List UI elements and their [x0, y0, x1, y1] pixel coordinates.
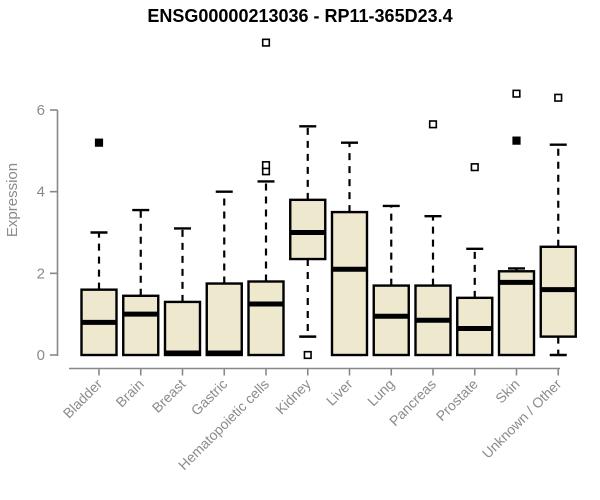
outlier-point — [303, 350, 312, 360]
outlier-point — [512, 89, 521, 98]
x-tick-label: Breast — [149, 376, 189, 416]
x-tick-label: Unknown / Other — [479, 376, 565, 462]
box-rect — [330, 210, 369, 357]
box-skin — [497, 89, 536, 357]
x-tick-label: Lung — [364, 376, 397, 409]
box-liver — [330, 141, 369, 357]
outlier-point — [554, 93, 563, 102]
x-tick-label: Liver — [323, 376, 356, 409]
y-tick-label: 4 — [37, 184, 45, 201]
y-tick-label: 2 — [37, 265, 45, 282]
box-bladder — [80, 138, 118, 357]
box-hematopoietic-cells — [247, 38, 285, 357]
box-unknown-other — [539, 93, 577, 357]
outlier-point — [470, 163, 479, 172]
box-pancreas — [414, 120, 452, 357]
y-axis-label: Expression — [4, 163, 21, 237]
plot-area: 0 2 4 6 Bladder Brain Breast GastricHematopoiet… — [37, 38, 577, 473]
outlier-point — [428, 120, 438, 129]
box-rect — [497, 270, 536, 357]
box-gastric — [205, 190, 243, 357]
x-tick-label: Brain — [112, 376, 146, 410]
outlier-point — [512, 136, 521, 145]
box-rect — [247, 280, 285, 357]
x-tick-label: Prostate — [433, 376, 481, 424]
box-rect — [289, 198, 327, 261]
y-axis: 0 2 4 6 — [37, 102, 59, 364]
outlier-point — [261, 38, 271, 47]
y-tick-label: 0 — [37, 347, 45, 364]
box-breast — [163, 227, 202, 357]
box-prostate — [456, 163, 494, 357]
box-lung — [372, 204, 410, 357]
box-rect — [163, 300, 202, 357]
box-kidney — [289, 125, 327, 360]
y-tick-label: 6 — [37, 102, 45, 119]
box-rect — [205, 282, 243, 357]
box-rect — [122, 294, 160, 357]
x-tick-label: Kidney — [272, 376, 314, 418]
outlier-point — [94, 138, 104, 147]
outlier-point — [261, 161, 271, 170]
chart-title: ENSG00000213036 - RP11-365D23.4 — [147, 6, 452, 26]
x-tick-label: Skin — [492, 376, 523, 407]
box-brain — [122, 208, 160, 357]
box-rect — [372, 284, 410, 357]
x-tick-label: Bladder — [60, 376, 106, 422]
